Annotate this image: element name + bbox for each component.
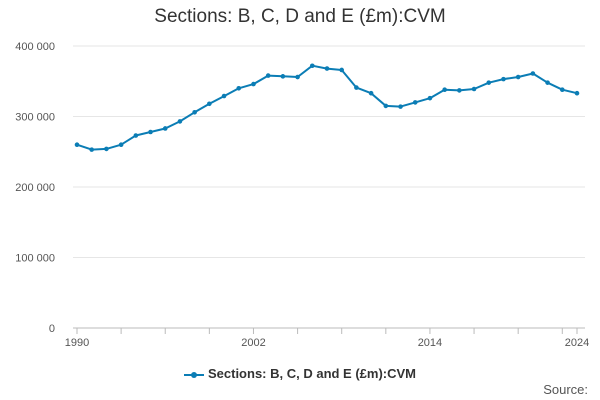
y-tick-label: 100 000 [15, 253, 55, 265]
x-axis: 1990 2002 2014 2024 [65, 327, 589, 349]
data-point [339, 67, 345, 73]
data-point [192, 109, 197, 115]
data-point [133, 133, 139, 138]
y-tick-label: 0 [49, 323, 55, 335]
data-point [89, 147, 95, 152]
data-point [236, 86, 242, 91]
data-point [221, 93, 227, 99]
data-point [265, 73, 271, 78]
data-point [383, 103, 389, 109]
data-point [398, 104, 403, 109]
x-tick-label: 2024 [565, 337, 589, 349]
data-point [559, 87, 565, 93]
chart-title: Sections: B, C, D and E (£m):CVM [154, 6, 446, 27]
data-point [574, 90, 580, 96]
y-tick-label: 200 000 [15, 182, 55, 194]
data-point [162, 126, 168, 131]
data-point [427, 95, 433, 101]
x-tick-label: 2014 [418, 337, 442, 349]
data-point [207, 101, 212, 107]
x-tick-label: 2002 [241, 337, 265, 349]
data-point [515, 74, 521, 80]
data-point [324, 66, 330, 71]
data-point [501, 76, 506, 82]
series-group [74, 63, 580, 152]
data-point [530, 71, 536, 76]
data-point [74, 142, 80, 147]
data-point [251, 81, 256, 87]
y-tick-label: 400 000 [15, 41, 55, 53]
legend[interactable]: Sections: B, C, D and E (£m):CVM [0, 366, 600, 381]
data-point [104, 146, 109, 152]
legend-line-marker-icon [183, 370, 204, 380]
data-point [280, 74, 286, 79]
data-point [309, 63, 315, 69]
x-tick-label: 1990 [65, 337, 89, 349]
data-point [118, 142, 124, 147]
data-point [457, 88, 462, 93]
data-point [442, 87, 447, 93]
data-point [148, 129, 153, 135]
gridlines [73, 45, 585, 258]
data-point [486, 80, 492, 85]
data-point [354, 85, 359, 90]
y-tick-label: 300 000 [15, 112, 55, 124]
data-point [295, 74, 300, 80]
data-point [177, 119, 183, 124]
data-point [368, 90, 374, 96]
legend-label: Sections: B, C, D and E (£m):CVM [207, 366, 417, 381]
data-point [545, 80, 550, 85]
source-label: Source: [543, 382, 588, 397]
y-axis-ticks: 0 100 000 200 000 300 000 400 000 [15, 41, 55, 335]
data-point [471, 86, 477, 92]
data-point [412, 100, 418, 105]
